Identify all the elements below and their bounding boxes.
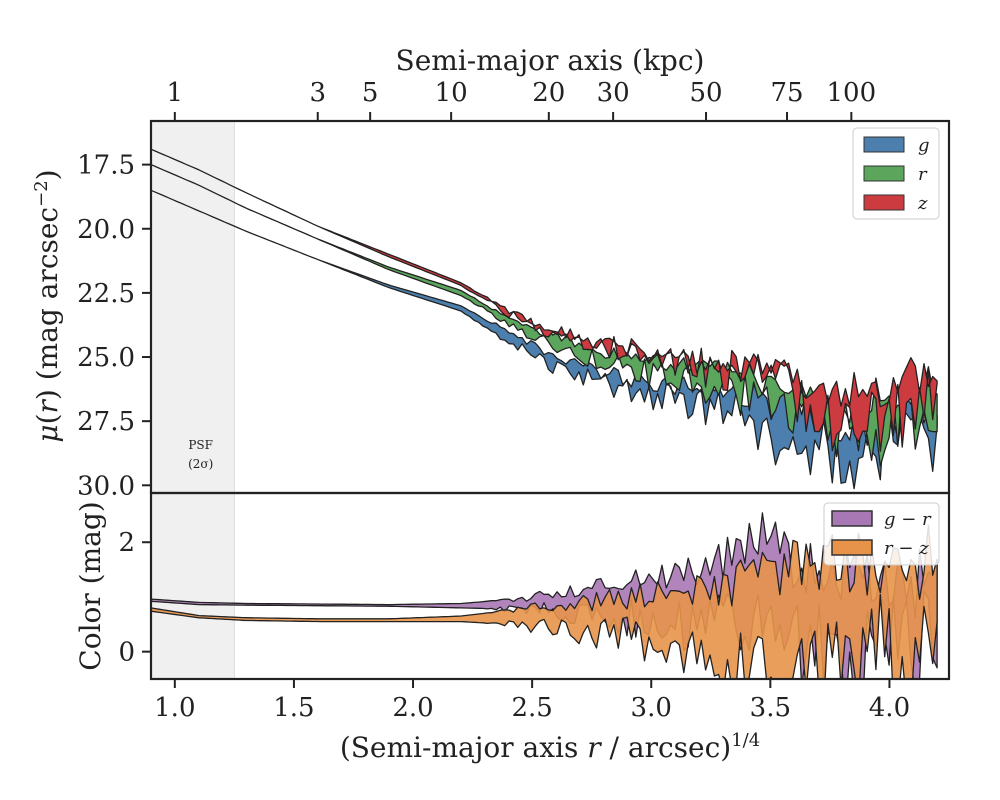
top-y-tick-label: 27.5 (77, 407, 135, 437)
legend-label-g-r: g − r (884, 509, 932, 530)
bottom-y-tick-label: 0 (118, 638, 135, 668)
legend-swatch-g (863, 136, 905, 153)
top-x-axis-title: Semi-major axis (kpc) (396, 44, 705, 77)
legend-swatch-g-r (831, 510, 873, 527)
bottom-y-axis-title: Color (mag) (74, 501, 107, 670)
top-y-tick-label: 20.0 (77, 215, 135, 245)
bottom-y-tick-label: 2 (118, 528, 135, 558)
legend-label-r-z: r − z (884, 538, 929, 559)
band-z (151, 148, 938, 452)
psf-label-line2: (2σ) (188, 457, 213, 471)
color-band-r-z (151, 524, 938, 679)
top-y-tick-label: 25.0 (77, 343, 135, 373)
bottom-x-tick-label: 3.0 (631, 693, 672, 723)
legend-label-z: z (917, 193, 928, 214)
top-x-tick-label: 1 (167, 78, 184, 108)
top-x-tick-label: 20 (532, 78, 565, 108)
top-x-tick-label: 5 (362, 78, 379, 108)
legend-swatch-r (863, 165, 905, 182)
bottom-legend: g − r r − z (823, 502, 940, 566)
bottom-x-tick-label: 1.5 (273, 693, 314, 723)
top-x-tick-label: 10 (435, 78, 468, 108)
legend-swatch-z (863, 194, 905, 211)
top-y-tick-label: 17.5 (77, 151, 135, 181)
legend-swatch-r-z (831, 539, 873, 556)
bottom-x-tick-label: 3.5 (750, 693, 791, 723)
top-panel-series (151, 148, 938, 490)
top-y-tick-label: 22.5 (77, 279, 135, 309)
psf-label-line1: PSF (188, 438, 213, 452)
top-y-tick-label: 30.0 (77, 471, 135, 501)
bottom-x-tick-label: 2.5 (511, 693, 552, 723)
top-x-tick-label: 50 (689, 78, 722, 108)
bottom-panel-frame (149, 491, 951, 681)
top-x-tick-label: 3 (309, 78, 326, 108)
axis-ticks: 17.5 20.0 22.5 25.0 27.5 30.0 0 2 1.0 1.5 2.0 2.5 3.… (77, 78, 910, 723)
bottom-x-tick-label: 4.0 (869, 693, 910, 723)
legend-label-r: r (918, 164, 928, 185)
psf-region-bottom (151, 493, 235, 679)
bottom-x-tick-label: 2.0 (392, 693, 433, 723)
top-x-tick-label: 100 (827, 78, 877, 108)
band-g (151, 189, 938, 490)
top-y-axis-title: μ(r) (mag arcsec−2) (31, 169, 64, 442)
band-r (151, 163, 938, 467)
legend-label-g: g (918, 135, 930, 156)
top-x-tick-label: 75 (770, 78, 803, 108)
top-x-tick-label: 30 (597, 78, 630, 108)
bottom-x-axis-title: (Semi-major axis r / arcsec)1/4 (340, 730, 760, 764)
top-legend: g r z (852, 127, 940, 220)
bottom-panel-series (151, 512, 938, 679)
bottom-x-tick-label: 1.0 (154, 693, 195, 723)
